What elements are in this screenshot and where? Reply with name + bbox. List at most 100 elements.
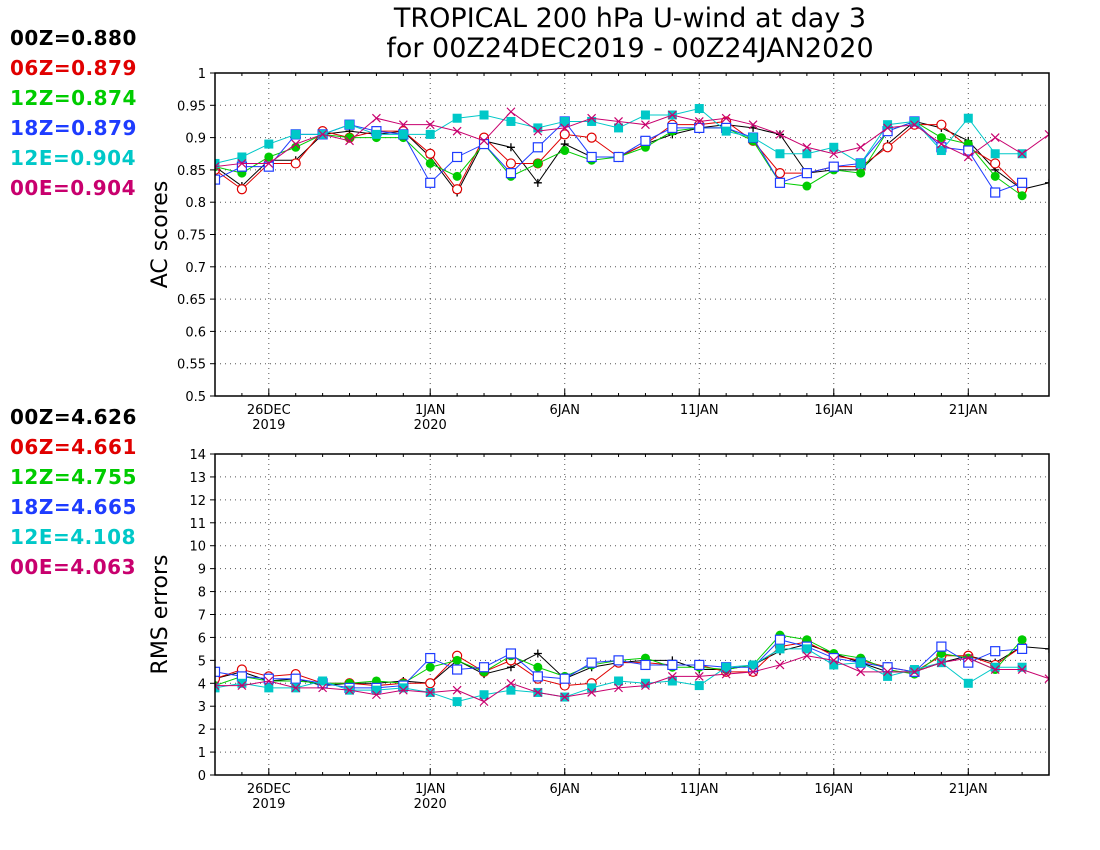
rms-legend-00e: 00E=4.063 xyxy=(10,555,137,579)
rms-legend-18z: 18Z=4.665 xyxy=(10,495,137,519)
ac-scores-panel: 0.5 0.55 0.6 0.65 0.7 0.75 0.8 0.85 0.9 0.95 1 26DE… xyxy=(148,67,1050,433)
y-tick-label-0-5: 0.5 xyxy=(185,390,206,405)
rms-point-00e-4 xyxy=(318,683,328,693)
rms-point-18z-8 xyxy=(425,652,436,664)
rms-point-12e-21 xyxy=(775,644,785,654)
ac-point-18z-1 xyxy=(236,161,248,172)
rms-point-18z-25 xyxy=(882,662,893,673)
rms-point-18z-30 xyxy=(1016,643,1028,654)
ac-legend-18z: 18Z=0.879 xyxy=(10,116,137,140)
rms-point-00e-15 xyxy=(614,683,623,693)
ac-point-00e-30 xyxy=(1017,149,1027,159)
x-tick-label-1jan: 1JAN xyxy=(415,782,446,797)
ac-point-18z-2 xyxy=(263,161,274,172)
y-tick-label-0-9: 0.9 xyxy=(185,132,206,147)
rms-series-12e xyxy=(215,644,1027,707)
ac-point-00z-12 xyxy=(533,178,542,187)
rms-point-00e-22 xyxy=(802,651,812,661)
ac-point-12e-19 xyxy=(721,126,731,136)
rms-point-12e-15 xyxy=(614,676,624,686)
rms-point-18z-11 xyxy=(505,648,517,659)
y-tick-label-1: 1 xyxy=(198,746,206,761)
ac-line-00e xyxy=(215,111,1049,168)
rms-point-00e-11 xyxy=(506,678,516,688)
rms-point-00e-30 xyxy=(1017,665,1027,674)
ac-point-06z-1 xyxy=(236,184,248,195)
ac-point-00e-24 xyxy=(856,142,866,152)
x-tick-label-6jan: 6JAN xyxy=(549,782,580,797)
rms-errors-panel: 0123456789101112131426DEC20191JAN20206JA… xyxy=(148,448,1050,812)
x-tick-label-26dec: 26DEC xyxy=(247,403,291,418)
y-tick-label-0-85: 0.85 xyxy=(177,164,206,179)
rms-point-00e-1 xyxy=(237,681,247,691)
ac-point-00e-29 xyxy=(990,133,1000,143)
rms-point-00e-24 xyxy=(856,667,866,677)
ac-legend-12z: 12Z=0.874 xyxy=(10,86,137,110)
rms-point-12e-1 xyxy=(237,678,247,688)
y-tick-label-0-65: 0.65 xyxy=(177,293,206,308)
ac-point-12e-18 xyxy=(694,104,704,114)
rms-point-00e-18 xyxy=(694,671,704,681)
rms-point-12z-8 xyxy=(425,662,435,672)
ac-point-12z-13 xyxy=(560,146,570,156)
ac-point-18z-18 xyxy=(694,122,705,134)
ac-point-12z-9 xyxy=(452,171,462,181)
ac-point-18z-22 xyxy=(801,168,812,179)
ac-point-06z-9 xyxy=(452,184,463,195)
rms-point-06z-8 xyxy=(425,678,436,689)
ac-point-12e-7 xyxy=(398,129,408,139)
rms-point-12e-29 xyxy=(990,662,1000,672)
ac-point-12e-22 xyxy=(802,149,812,159)
x-tick-label-6jan: 6JAN xyxy=(549,403,580,418)
ac-point-00e-9 xyxy=(452,126,462,136)
rms-point-18z-16 xyxy=(640,659,651,671)
rms-point-12e-16 xyxy=(640,678,650,688)
rms-point-00e-21 xyxy=(775,660,785,670)
ac-point-00e-0 xyxy=(215,162,220,172)
ac-point-00e-27 xyxy=(936,139,946,149)
ac-point-00e-16 xyxy=(641,120,650,130)
ac-point-00z-11 xyxy=(506,143,515,152)
rms-point-00e-3 xyxy=(291,683,301,693)
rms-point-18z-0 xyxy=(215,666,221,677)
ac-point-06z-11 xyxy=(505,158,517,169)
ac-series-00e xyxy=(215,107,1049,172)
rms-point-12e-2 xyxy=(264,683,274,693)
rms-legend-06z: 06Z=4.661 xyxy=(10,435,137,459)
ac-point-12e-20 xyxy=(748,133,758,143)
y-tick-label-6: 6 xyxy=(198,631,206,646)
ac-point-00e-20 xyxy=(748,120,758,130)
rms-point-18z-14 xyxy=(586,657,597,668)
ac-point-18z-12 xyxy=(532,142,543,153)
ac-point-12e-13 xyxy=(560,116,570,126)
ac-point-00e-6 xyxy=(371,113,381,123)
y-tick-label-5: 5 xyxy=(198,654,206,669)
y-tick-label-10: 10 xyxy=(189,540,206,555)
x-tick-label-16jan: 16JAN xyxy=(814,403,853,418)
ac-point-00e-10 xyxy=(479,136,489,146)
rms-series-00e xyxy=(215,651,1049,707)
rms-point-12z-9 xyxy=(452,655,462,665)
ac-point-12z-24 xyxy=(856,168,866,178)
rms-point-12e-25 xyxy=(883,671,893,681)
ac-point-00e-21 xyxy=(775,129,785,139)
y-tick-label-0-6: 0.6 xyxy=(185,325,206,340)
ac-legend-06z: 06Z=0.879 xyxy=(10,56,137,80)
rms-point-00e-20 xyxy=(748,667,758,677)
ac-point-12e-6 xyxy=(371,129,381,139)
ac-point-12e-12 xyxy=(533,123,543,133)
rms-point-00e-26 xyxy=(910,667,919,677)
y-tick-label-3: 3 xyxy=(198,700,206,715)
ac-point-12z-30 xyxy=(1017,191,1027,201)
rms-point-12e-11 xyxy=(506,685,516,695)
rms-point-18z-29 xyxy=(990,646,1001,657)
rms-line-00z xyxy=(215,643,1049,687)
ac-point-12e-16 xyxy=(640,110,650,120)
ac-point-18z-8 xyxy=(425,177,436,188)
chart-title-line2: for 00Z24DEC2019 - 00Z24JAN2020 xyxy=(386,33,873,64)
rms-point-12z-12 xyxy=(533,662,543,672)
ac-point-00e-1 xyxy=(237,159,247,168)
ac-point-06z-14 xyxy=(586,132,597,143)
rms-point-12e-19 xyxy=(721,662,731,672)
rms-line-00e xyxy=(215,655,1049,703)
